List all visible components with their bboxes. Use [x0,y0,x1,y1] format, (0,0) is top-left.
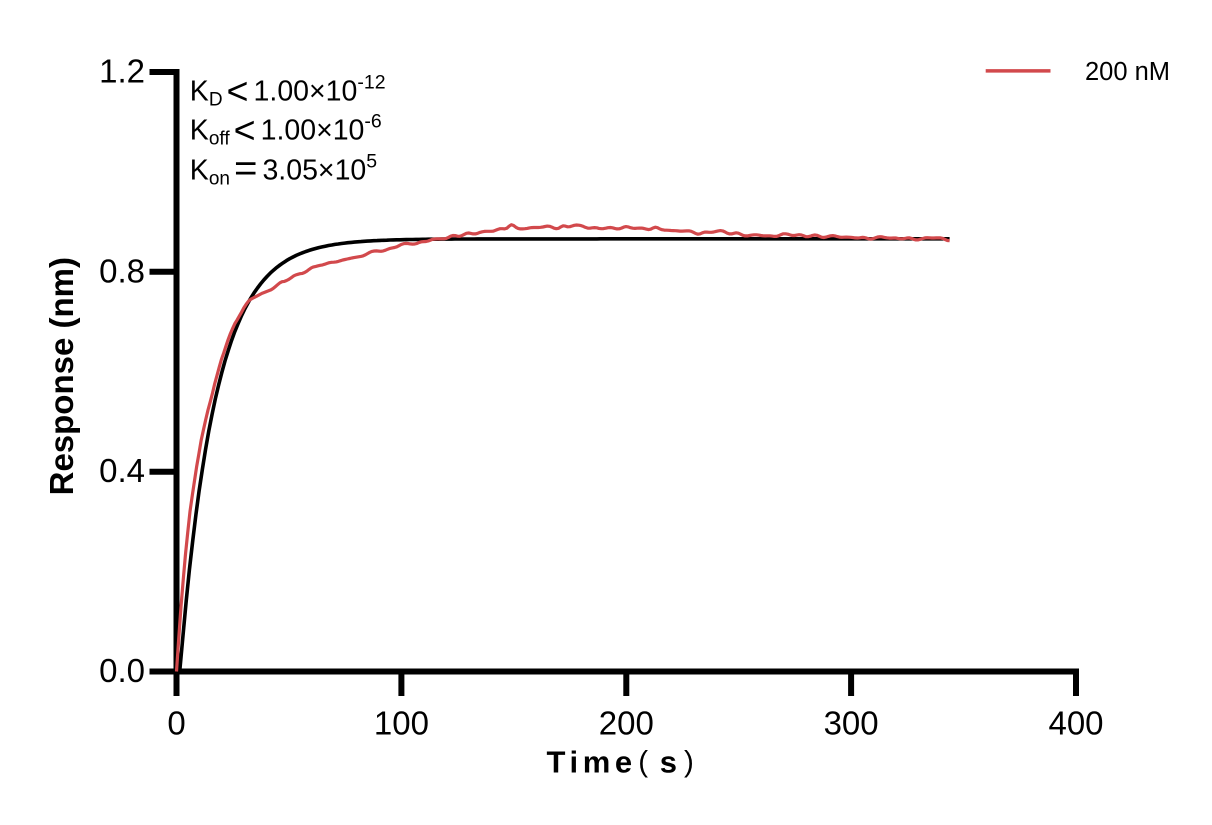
svg-text:(: ( [638,746,648,779]
svg-text:300: 300 [824,705,879,742]
svg-text:0.0: 0.0 [99,652,145,689]
svg-text:): ) [684,746,694,779]
svg-text:s: s [660,745,677,780]
svg-text:400: 400 [1048,705,1103,742]
svg-text:Koff<1.00×10-6: Koff <1.00×10-6 [190,110,382,152]
svg-text:Time: Time [547,745,637,780]
svg-text:200 nM: 200 nM [1085,58,1170,86]
svg-text:Response (nm): Response (nm) [43,257,80,495]
svg-text:1.2: 1.2 [99,53,145,90]
svg-text:100: 100 [374,705,429,742]
svg-text:0.4: 0.4 [99,452,145,489]
svg-text:0.8: 0.8 [99,252,145,289]
svg-text:200: 200 [599,705,654,742]
svg-text:0: 0 [167,705,185,742]
